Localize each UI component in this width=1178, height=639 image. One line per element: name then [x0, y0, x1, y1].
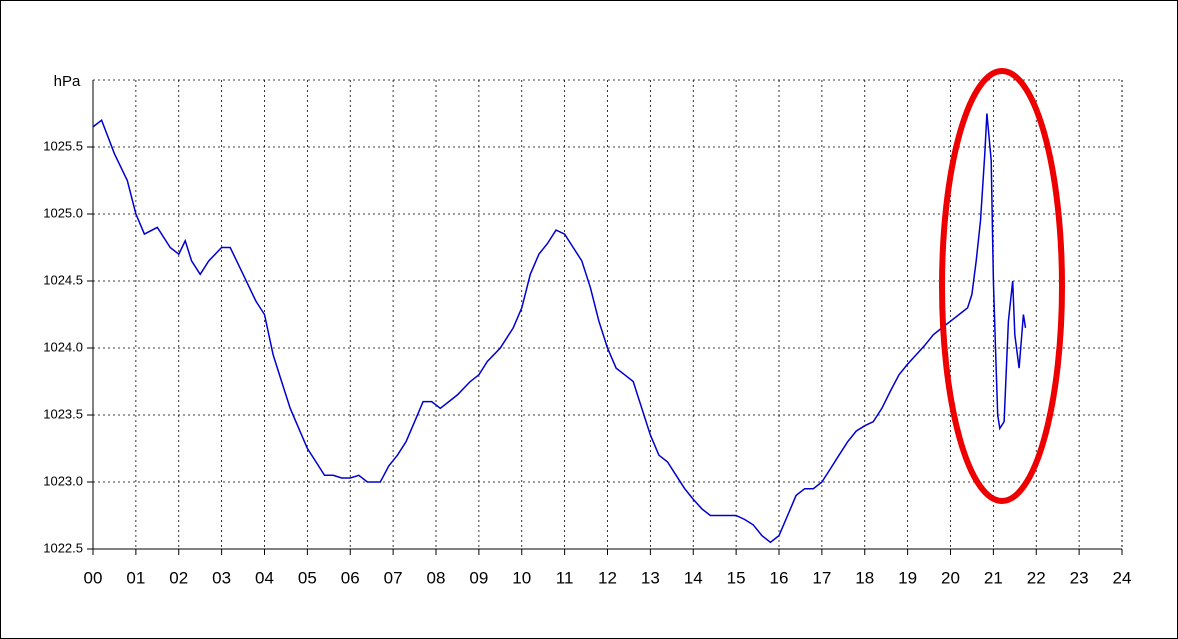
y-tick-label: 1023.5 — [43, 406, 83, 421]
x-tick-label: 07 — [384, 568, 403, 587]
x-tick-label: 18 — [855, 568, 874, 587]
y-tick-label: 1024.5 — [43, 272, 83, 287]
x-tick-label: 17 — [812, 568, 831, 587]
x-tick-label: 04 — [255, 568, 274, 587]
x-tick-label: 10 — [512, 568, 531, 587]
pressure-line — [92, 113, 1027, 544]
x-tick-label: 24 — [1113, 568, 1132, 587]
x-tick-label: 14 — [684, 568, 703, 587]
x-tick-label: 22 — [1027, 568, 1046, 587]
x-tick-label: 08 — [427, 568, 446, 587]
x-tick-label: 15 — [727, 568, 746, 587]
y-tick-label: 1025.0 — [43, 205, 83, 220]
x-tick-label: 03 — [212, 568, 231, 587]
y-axis-label: hPa — [54, 73, 81, 90]
x-tick-label: 06 — [341, 568, 360, 587]
x-tick-label: 00 — [84, 568, 103, 587]
y-tick-label: 1023.0 — [43, 473, 83, 488]
x-tick-label: 05 — [298, 568, 317, 587]
y-tick-label: 1024.0 — [43, 339, 83, 354]
x-tick-label: 09 — [469, 568, 488, 587]
x-tick-label: 13 — [641, 568, 660, 587]
x-tick-label: 20 — [941, 568, 960, 587]
x-tick-label: 12 — [598, 568, 617, 587]
highlight-ellipse — [939, 68, 1065, 504]
x-tick-label: 21 — [984, 568, 1003, 587]
y-tick-label: 1025.5 — [43, 138, 83, 153]
x-tick-label: 16 — [770, 568, 789, 587]
x-tick-label: 23 — [1070, 568, 1089, 587]
x-tick-label: 11 — [556, 568, 574, 587]
x-tick-label: 02 — [169, 568, 188, 587]
x-tick-label: 19 — [898, 568, 917, 587]
x-tick-label: 01 — [126, 568, 145, 587]
y-tick-label: 1022.5 — [43, 540, 83, 555]
